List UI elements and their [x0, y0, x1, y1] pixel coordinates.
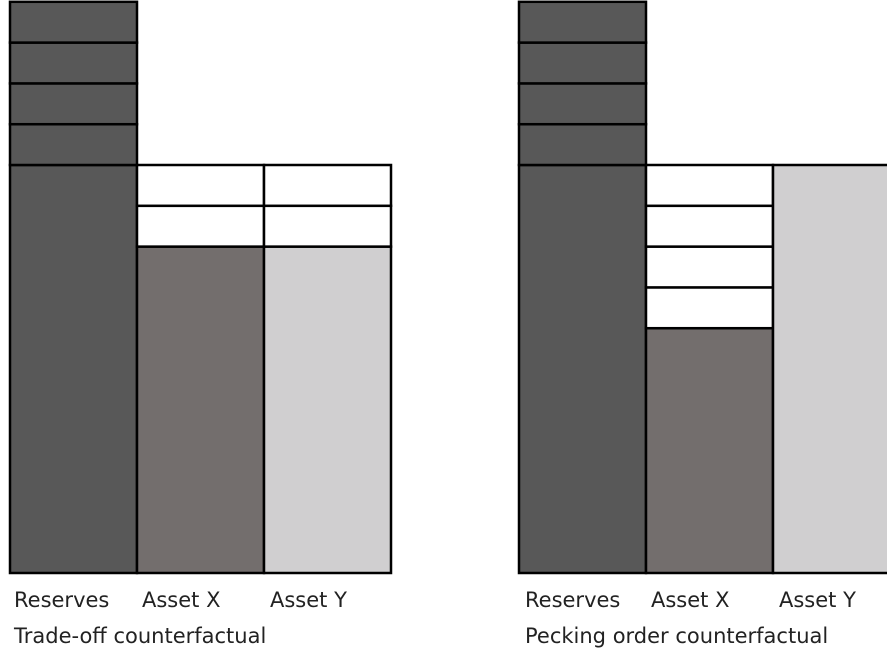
pecking-order-reserves-stacked-block: [517, 41, 648, 85]
trade-off-asset-y-empty-block: [262, 204, 393, 248]
pecking-order-asset-x-empty-block: [644, 163, 775, 208]
trade-off-asset-x-label: Asset X: [142, 588, 220, 612]
pecking-order-asset-x-filled-block: [644, 326, 775, 575]
trade-off-reserves-stacked-block: [8, 82, 139, 126]
trade-off-asset-y-empty-block: [262, 163, 393, 208]
trade-off-asset-y-filled-block: [262, 245, 393, 575]
pecking-order-panel: [517, 0, 887, 575]
trade-off-reserves-stacked-block: [8, 0, 139, 44]
pecking-order-asset-x-empty-block: [644, 245, 775, 289]
trade-off-panel: [8, 0, 393, 575]
trade-off-asset-y-label: Asset Y: [270, 588, 347, 612]
trade-off-asset-x-empty-block: [135, 163, 266, 208]
trade-off-reserves-filled-block: [8, 163, 139, 575]
pecking-order-reserves-label: Reserves: [525, 588, 620, 612]
trade-off-reserves-label: Reserves: [14, 588, 109, 612]
trade-off-reserves-stacked-block: [8, 41, 139, 85]
pecking-order-asset-x-empty-block: [644, 204, 775, 248]
trade-off-reserves-stacked-block: [8, 122, 139, 167]
pecking-order-reserves-stacked-block: [517, 0, 648, 44]
trade-off-caption: Trade-off counterfactual: [13, 624, 266, 648]
pecking-order-reserves-stacked-block: [517, 82, 648, 126]
pecking-order-asset-y-filled-block: [771, 163, 887, 575]
pecking-order-reserves-filled-block: [517, 163, 648, 575]
trade-off-asset-x-empty-block: [135, 204, 266, 248]
pecking-order-asset-y-label: Asset Y: [779, 588, 856, 612]
pecking-order-asset-x-empty-block: [644, 286, 775, 330]
trade-off-asset-x-filled-block: [135, 245, 266, 575]
pecking-order-caption: Pecking order counterfactual: [525, 624, 828, 648]
pecking-order-asset-x-label: Asset X: [651, 588, 729, 612]
pecking-order-reserves-stacked-block: [517, 122, 648, 167]
